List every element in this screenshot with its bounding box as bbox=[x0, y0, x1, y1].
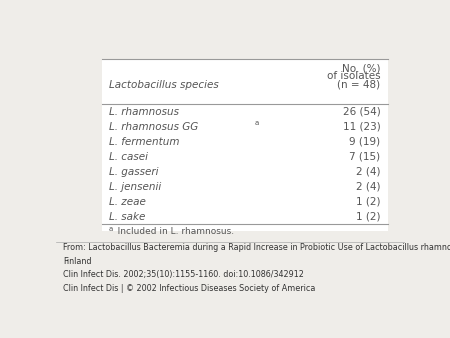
Text: 11 (23): 11 (23) bbox=[343, 122, 381, 132]
FancyBboxPatch shape bbox=[102, 59, 387, 231]
Text: L. gasseri: L. gasseri bbox=[108, 167, 158, 177]
Text: a: a bbox=[108, 226, 113, 232]
Text: (n = 48): (n = 48) bbox=[338, 79, 381, 90]
Text: L. jensenii: L. jensenii bbox=[108, 182, 161, 192]
Text: 1 (2): 1 (2) bbox=[356, 197, 381, 207]
Text: Clin Infect Dis | © 2002 Infectious Diseases Society of America: Clin Infect Dis | © 2002 Infectious Dise… bbox=[63, 284, 315, 293]
Text: 7 (15): 7 (15) bbox=[350, 152, 381, 162]
Text: L. casei: L. casei bbox=[108, 152, 148, 162]
Text: L. fermentum: L. fermentum bbox=[108, 137, 179, 147]
Text: From: Lactobacillus Bacteremia during a Rapid Increase in Probiotic Use of Lacto: From: Lactobacillus Bacteremia during a … bbox=[63, 243, 450, 252]
Text: 9 (19): 9 (19) bbox=[350, 137, 381, 147]
Text: L. sake: L. sake bbox=[108, 212, 145, 222]
Text: 2 (4): 2 (4) bbox=[356, 182, 381, 192]
Text: 26 (54): 26 (54) bbox=[343, 107, 381, 117]
Text: Finland: Finland bbox=[63, 257, 92, 266]
Text: of isolates: of isolates bbox=[327, 71, 381, 81]
Text: Lactobacillus species: Lactobacillus species bbox=[108, 79, 218, 90]
Text: L. rhamnosus GG: L. rhamnosus GG bbox=[108, 122, 198, 132]
Text: 2 (4): 2 (4) bbox=[356, 167, 381, 177]
Text: Included in L. rhamnosus.: Included in L. rhamnosus. bbox=[108, 226, 234, 236]
Text: 1 (2): 1 (2) bbox=[356, 212, 381, 222]
Text: L. rhamnosus: L. rhamnosus bbox=[108, 107, 179, 117]
Text: Clin Infect Dis. 2002;35(10):1155-1160. doi:10.1086/342912: Clin Infect Dis. 2002;35(10):1155-1160. … bbox=[63, 270, 304, 279]
Text: No. (%): No. (%) bbox=[342, 64, 381, 73]
Text: a: a bbox=[254, 120, 259, 126]
Text: L. zeae: L. zeae bbox=[108, 197, 145, 207]
